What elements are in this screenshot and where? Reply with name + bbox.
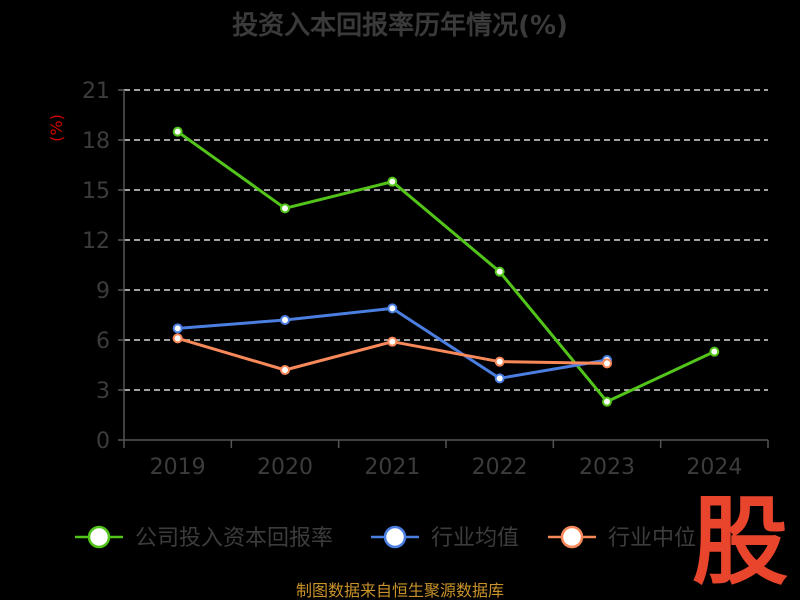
data-point [172, 333, 183, 344]
data-point [602, 396, 612, 407]
legend-marker [383, 525, 407, 549]
data-point [387, 176, 398, 187]
series-lines [172, 126, 720, 407]
y-tick-label: 0 [96, 429, 110, 454]
legend-marker [560, 525, 584, 549]
x-axis: 2019 2020 2021 2022 2023 2024 [123, 439, 769, 480]
y-axis-ticks: 0 3 6 9 12 15 18 21 [82, 79, 125, 454]
data-point [709, 346, 720, 357]
y-tick-label: 21 [82, 79, 110, 104]
y-tick-label: 18 [82, 129, 110, 154]
y-tick-label: 12 [82, 229, 110, 254]
y-axis-unit: (%) [47, 114, 66, 142]
data-point [387, 303, 398, 314]
data-point [602, 358, 612, 369]
x-tick-label: 2023 [579, 455, 635, 480]
y-tick-label: 15 [82, 179, 110, 204]
legend-label: 公司投入资本回报率 [135, 526, 333, 551]
legend-label: 行业中位 [608, 526, 696, 551]
x-tick-label: 2019 [150, 455, 206, 480]
y-tick-label: 6 [96, 329, 110, 354]
x-tick-label: 2020 [257, 455, 313, 480]
y-tick-label: 9 [96, 279, 110, 304]
data-point [280, 365, 290, 375]
watermark-logo: 股 [692, 486, 788, 598]
legend-marker [87, 525, 111, 549]
data-point [172, 126, 183, 137]
y-tick-label: 3 [96, 379, 110, 404]
legend-label: 行业均值 [431, 526, 519, 551]
x-tick-label: 2024 [686, 455, 742, 480]
data-point [280, 315, 290, 325]
data-point [494, 373, 505, 384]
x-tick-label: 2021 [364, 455, 420, 480]
data-point [494, 266, 505, 277]
data-point [280, 203, 290, 214]
data-source-note: 制图数据来自恒生聚源数据库 [296, 581, 504, 600]
chart-title: 投资入本回报率历年情况(%) [232, 10, 568, 41]
data-point [494, 356, 505, 367]
grid-lines [124, 89, 768, 391]
legend: 公司投入资本回报率 行业均值 行业中位 [75, 525, 696, 551]
data-point [387, 336, 398, 347]
series-line [176, 130, 715, 404]
x-tick-label: 2022 [472, 455, 528, 480]
data-point [172, 323, 183, 334]
